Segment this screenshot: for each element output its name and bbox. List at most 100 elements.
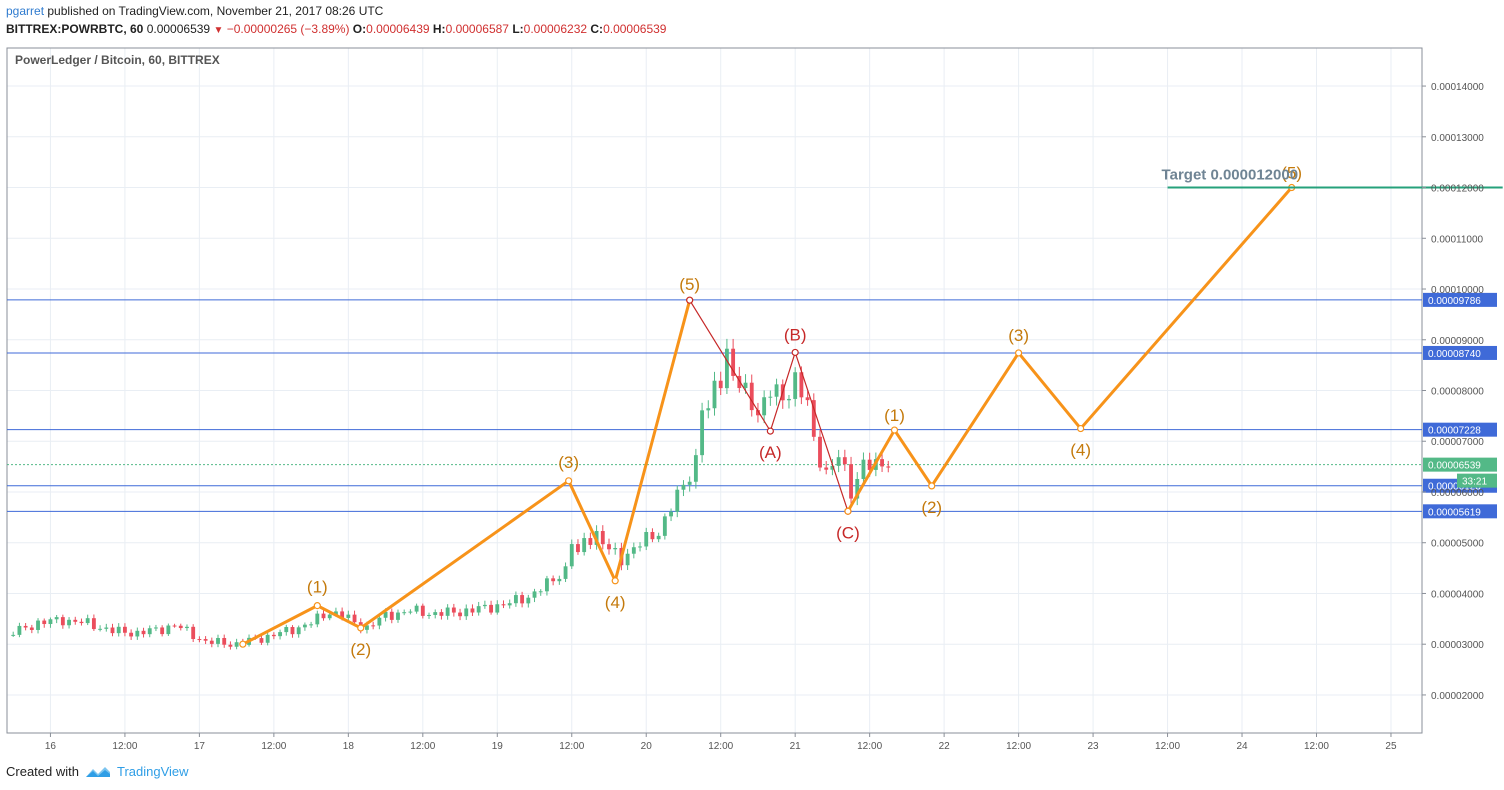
x-tick-label: 19	[492, 741, 504, 752]
impulse-wave-point	[357, 624, 365, 632]
level-price-tag	[1423, 422, 1497, 437]
candle-body	[662, 516, 667, 536]
chart-container[interactable]: 0.00009786 0.00008740 0.00007228 0.00006123…	[0, 40, 1504, 756]
candle-body	[259, 638, 264, 643]
candle-body	[216, 637, 220, 644]
level-price-tag	[1423, 504, 1497, 519]
candle-body	[482, 604, 487, 607]
candle-body	[669, 511, 673, 517]
candle-body	[98, 628, 103, 630]
impulse-wave-point	[239, 640, 247, 648]
candle-body	[104, 627, 109, 629]
candle-body	[371, 625, 376, 627]
y-tick-label: 0.00008000	[1431, 387, 1484, 398]
candle-body	[613, 548, 618, 550]
candle-body	[396, 612, 400, 620]
publish-info: pgarret published on TradingView.com, No…	[6, 4, 383, 18]
x-tick-label: 22	[939, 741, 951, 752]
candle-body	[687, 481, 692, 485]
candle-body	[265, 634, 270, 643]
price-chart[interactable]: 0.00009786 0.00008740 0.00007228 0.00006123…	[0, 40, 1504, 756]
candle-body	[737, 375, 742, 389]
candle-body	[526, 597, 531, 604]
y-tick-label: 0.00004000	[1431, 589, 1484, 600]
candle-body	[60, 617, 65, 626]
projected-wave-point	[928, 482, 936, 490]
candle-body	[557, 578, 562, 582]
change-value: −0.00000265 (−3.89%)	[226, 22, 350, 36]
candle-body	[340, 611, 345, 618]
candle-body	[23, 625, 28, 628]
low-value: 0.00006232	[523, 22, 588, 36]
candle-body	[271, 634, 276, 637]
candle-body	[799, 372, 804, 398]
impulse-wave-line	[242, 299, 692, 646]
candle-body	[513, 595, 518, 604]
y-tick-label: 0.00005000	[1431, 539, 1484, 550]
candle-body	[284, 627, 289, 633]
candle-body	[278, 632, 282, 637]
candle-body	[842, 457, 847, 465]
correction-wave-point	[686, 296, 694, 304]
candle-body	[197, 639, 202, 641]
correction-wave-point	[766, 427, 774, 435]
candle-body	[377, 617, 382, 626]
candle-body	[135, 630, 140, 637]
candle-body	[774, 384, 779, 397]
candle-body	[724, 348, 729, 389]
x-tick-label: 12:00	[410, 741, 435, 752]
candle-body	[296, 627, 301, 635]
candle-body	[36, 620, 40, 630]
candle-body	[855, 479, 860, 499]
countdown-label: 33:21	[1462, 477, 1487, 488]
x-tick-label: 12:00	[112, 741, 137, 752]
ohlc-legend: BITTREX:POWRBTC, 60 0.00006539 ▼ −0.0000…	[6, 22, 666, 36]
candle-body	[743, 382, 748, 389]
impulse-wave-point	[611, 577, 619, 585]
candle-body	[302, 624, 307, 628]
candle-body	[545, 578, 549, 592]
projected-wave-point	[890, 426, 899, 434]
y-tick-label: 0.00013000	[1431, 133, 1484, 144]
x-tick-label: 12:00	[559, 741, 584, 752]
candle-body	[315, 613, 320, 625]
high-value: 0.00006587	[445, 22, 509, 36]
candle-body	[17, 625, 22, 635]
impulse-wave-label: (5)	[679, 275, 700, 294]
wave-annotations: (1)(2)(3)(4)(5)(A)(B)(C)(1)(2)(3)(4)(5)T…	[239, 164, 1503, 659]
candle-body	[166, 625, 171, 635]
correction-wave-point	[791, 348, 799, 357]
candle-body	[495, 604, 500, 613]
low-label: L:	[512, 22, 524, 36]
candle-body	[532, 591, 537, 598]
projected-wave-line	[846, 186, 1293, 513]
candle-body	[203, 639, 208, 641]
candle-body	[582, 538, 587, 553]
candle-body	[116, 626, 121, 634]
down-arrow-icon: ▼	[213, 25, 224, 36]
candle-body	[91, 618, 96, 630]
candle-body	[402, 612, 407, 614]
candle-body	[644, 532, 649, 547]
y-tick-label: 0.00011000	[1431, 234, 1484, 245]
x-tick-label: 17	[194, 741, 206, 752]
projected-wave-point	[1015, 349, 1023, 357]
projected-wave-label: (2)	[921, 498, 942, 517]
candles	[11, 338, 891, 650]
impulse-wave-label: (1)	[307, 578, 328, 597]
candle-body	[185, 626, 189, 629]
candle-body	[67, 619, 71, 626]
author-link[interactable]: pgarret	[6, 4, 45, 18]
last-price-label: 0.00006539	[1428, 461, 1481, 472]
correction-wave-label: (C)	[836, 523, 860, 542]
candle-body	[352, 614, 357, 623]
candle-body	[11, 634, 16, 636]
x-tick-label: 23	[1088, 741, 1100, 752]
tradingview-link[interactable]: TradingView	[116, 764, 189, 779]
axes: 0.00014000 0.00013000 0.00012000 0.00011000…	[45, 82, 1484, 752]
candle-body	[154, 627, 158, 629]
level-price-label: 0.00005619	[1428, 507, 1481, 518]
x-tick-label: 12:00	[261, 741, 286, 752]
candle-body	[811, 400, 816, 437]
last-price-tag	[1423, 457, 1497, 472]
